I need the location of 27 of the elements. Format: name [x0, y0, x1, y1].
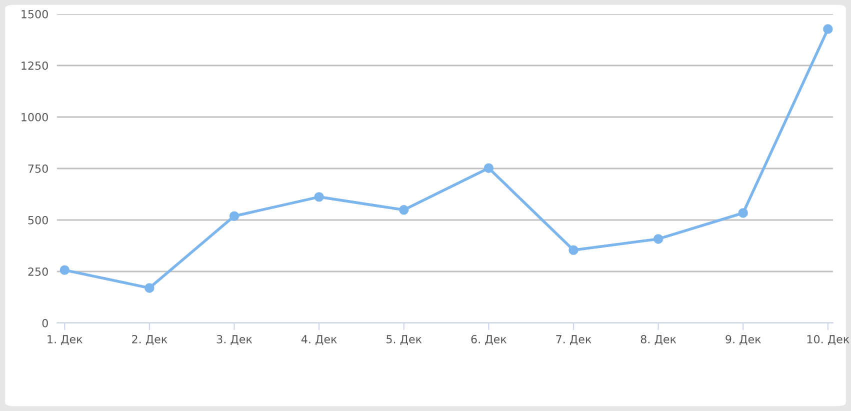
point: [314, 192, 324, 202]
x-tick-label: 9. Дек: [726, 335, 761, 345]
point: [738, 208, 748, 218]
x-tick-label: 7. Дек: [556, 335, 592, 345]
point: [60, 265, 70, 275]
point: [823, 24, 833, 34]
x-tick-label: 1. Дек: [48, 335, 82, 345]
y-tick-label: 750: [28, 164, 48, 173]
y-tick-label: 1500: [22, 10, 48, 18]
x-tick-label: 8. Дек: [640, 335, 676, 345]
point: [568, 245, 578, 255]
point: [144, 283, 154, 293]
point: [484, 163, 494, 173]
x-tick-label: 3. Дек: [216, 335, 252, 345]
y-tick-label: 1000: [22, 112, 48, 122]
point: [399, 205, 409, 215]
y-tick-label: 250: [28, 267, 48, 276]
x-tick-label: 10. Дек: [807, 335, 850, 345]
x-tick-label: 5. Дек: [386, 335, 422, 345]
x-tick-label: 6. Дек: [471, 335, 506, 345]
x-tick-label: 2. Дек: [132, 335, 168, 345]
x-tick-label: 4. Дек: [301, 335, 337, 345]
point: [229, 211, 240, 221]
point: [653, 234, 664, 244]
y-tick-label: 0: [42, 318, 48, 328]
y-tick-label: 500: [28, 216, 48, 224]
y-tick-label: 1250: [22, 61, 48, 70]
